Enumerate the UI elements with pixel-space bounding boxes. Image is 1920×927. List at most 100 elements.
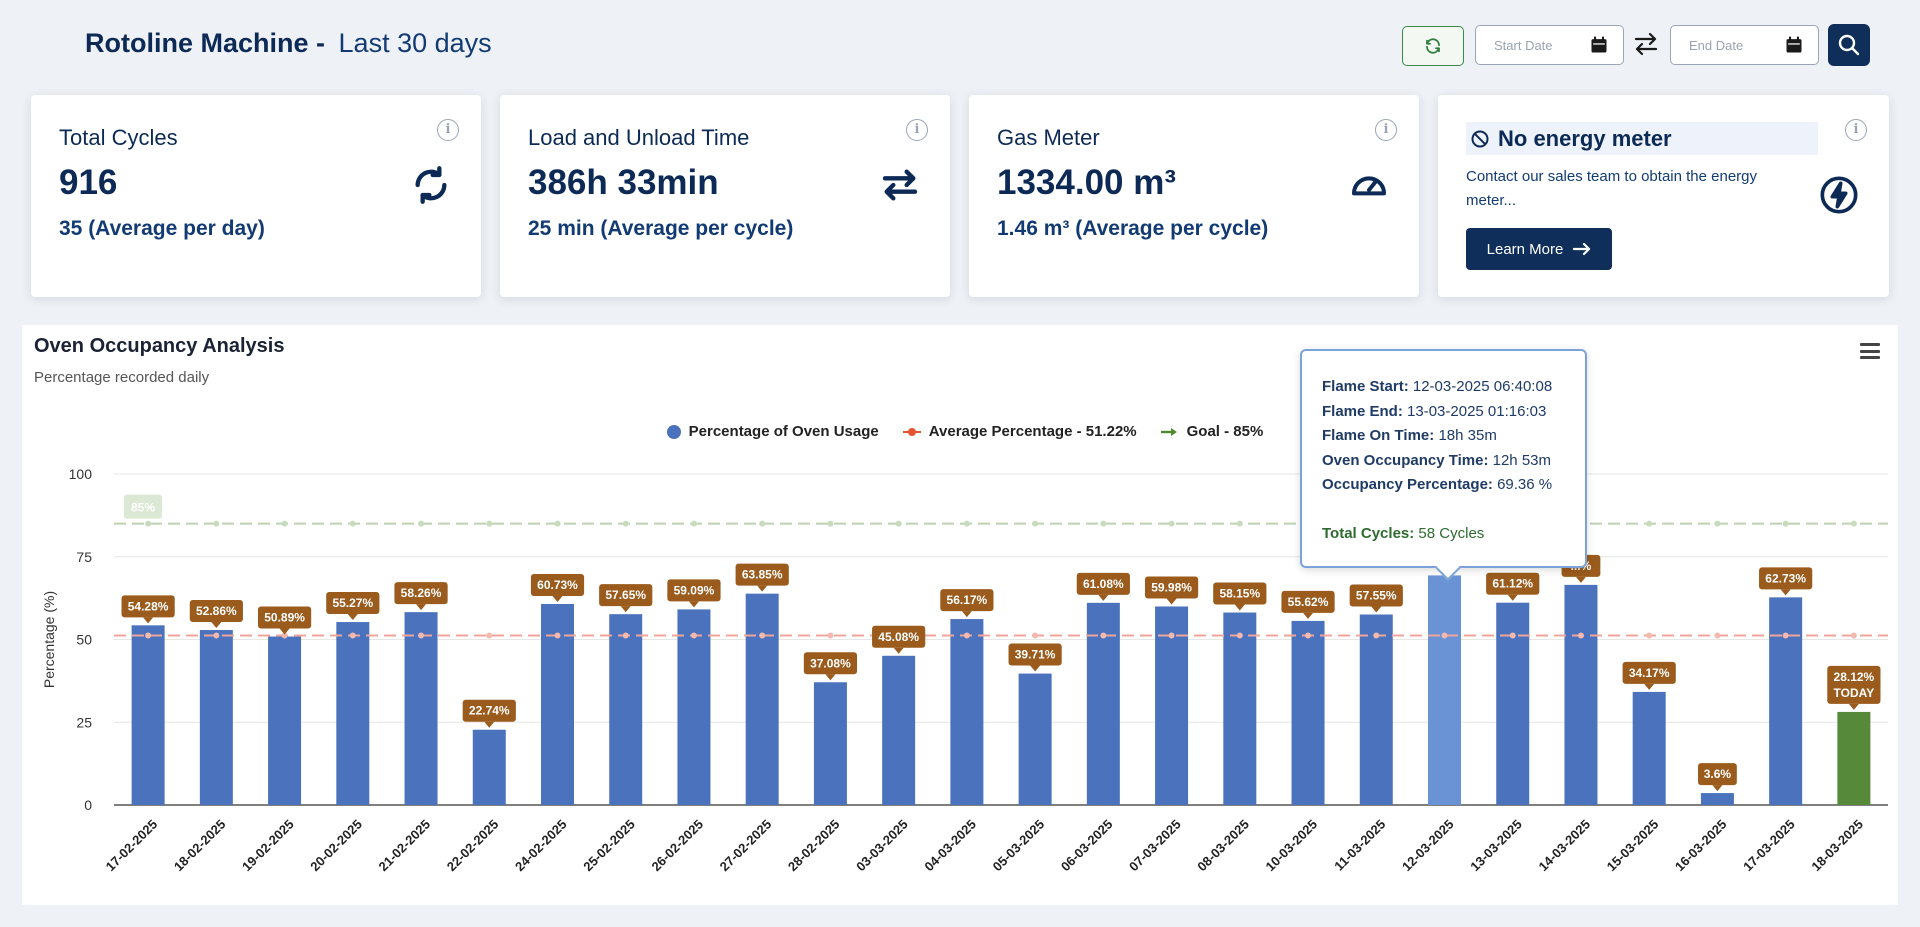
data-label: 59.98% [1151,580,1192,594]
y-tick-label: 100 [69,466,93,482]
data-label-pointer [1780,589,1791,596]
tooltip-flame-on: Flame On Time: 18h 35m [1322,427,1497,444]
data-label: 52.86% [196,604,237,618]
average-marker [827,632,834,639]
info-icon[interactable]: i [1845,119,1867,141]
data-label-box [121,595,175,618]
card-title: Total Cycles [59,125,178,150]
data-label-box [803,652,858,675]
goal-marker [690,520,697,527]
load-unload-card: Load and Unload Time 386h 33min 25 min (… [500,95,950,297]
y-tick-label: 75 [76,549,92,565]
data-label: 45.08% [878,630,919,644]
bar [882,655,916,805]
goal-marker [1714,520,1721,527]
bar [609,614,643,805]
learn-more-button[interactable]: Learn More [1466,228,1612,270]
bar [131,625,165,805]
info-icon[interactable]: i [437,119,459,141]
data-label: 60.73% [537,578,578,592]
x-tick-label: 26-02-2025 [648,817,706,875]
chart-title: Oven Occupancy Analysis [34,335,285,357]
data-label: 59.09% [674,583,715,597]
x-tick-label: 10-03-2025 [1263,817,1321,875]
average-marker [1782,632,1789,639]
calendar-icon[interactable] [1784,35,1804,55]
average-marker [1577,632,1584,639]
swap-dates-icon[interactable] [1632,30,1660,58]
refresh-button[interactable] [1402,26,1464,66]
data-label-pointer [961,611,972,618]
end-date-field[interactable] [1670,25,1819,65]
goal-marker [145,520,152,527]
average-marker [1305,632,1312,639]
average-marker [1100,632,1107,639]
average-marker [622,632,629,639]
data-label-pointer [1030,665,1041,672]
goal-marker [1168,520,1175,527]
legend-average[interactable]: Average Percentage - 51.22% [902,423,1137,440]
x-tick-label: 15-03-2025 [1604,817,1662,875]
bar [1564,584,1598,805]
x-tick-label: 21-02-2025 [376,817,434,875]
legend-goal-arrow-icon [1160,427,1177,436]
data-label-box [1213,582,1267,605]
data-label-pointer [416,604,427,611]
data-label-pointer [1507,594,1518,601]
data-label-pointer [484,721,495,728]
x-tick-label: 12-03-2025 [1399,817,1457,875]
card-value: 1334.00 m³ [997,163,1177,202]
search-button[interactable] [1828,24,1870,66]
card-value: 386h 33min [528,163,719,202]
refresh-icon [1426,38,1440,54]
bar [1018,673,1052,805]
data-label-pointer [1644,683,1655,690]
average-marker [486,632,493,639]
arrow-right-icon [1573,242,1591,256]
bar [1700,793,1734,805]
bar [1769,597,1803,805]
goal-marker [759,520,766,527]
end-date-input[interactable] [1689,37,1779,53]
tooltip-occupancy-pct: Occupancy Percentage: 69.36 % [1322,476,1553,493]
data-label-box [1486,572,1540,595]
data-label-pointer [1303,612,1314,619]
x-tick-label: 06-03-2025 [1058,817,1116,875]
x-tick-label: 05-03-2025 [990,817,1048,875]
data-label-pointer [1575,576,1586,583]
lightning-icon [1820,176,1858,214]
data-label-pointer [211,622,222,629]
card-title: Gas Meter [997,125,1100,150]
calendar-icon[interactable] [1589,35,1609,55]
data-label-pointer [1371,606,1382,613]
data-label-box [872,625,926,648]
today-label: TODAY [1834,686,1875,700]
data-label-pointer [757,585,768,592]
average-marker [1714,632,1721,639]
start-date-input[interactable] [1494,37,1584,53]
data-label-box [257,606,312,629]
average-marker [1646,632,1653,639]
legend-usage-label: Percentage of Oven Usage [688,423,879,440]
goal-marker [1236,520,1243,527]
bar [813,682,847,805]
data-label-box [735,563,789,586]
x-tick-label: 22-02-2025 [444,817,502,875]
data-label-pointer [1234,604,1245,611]
data-label-box [940,589,994,612]
average-marker [690,632,697,639]
swap-arrows-icon [882,169,918,201]
machine-name: Rotoline Machine - [85,28,326,58]
goal-marker [963,520,970,527]
energy-card-text: Contact our sales team to obtain the ene… [1466,168,1758,209]
data-label: 3.6% [1704,767,1732,781]
x-tick-label: 20-02-2025 [307,817,365,875]
menu-icon[interactable] [1860,343,1880,359]
info-icon[interactable]: i [1375,119,1397,141]
start-date-field[interactable] [1475,25,1624,65]
legend-goal[interactable]: Goal - 85% [1160,423,1263,440]
legend-usage[interactable]: Percentage of Oven Usage [666,423,879,440]
info-icon[interactable]: i [906,119,928,141]
goal-marker [622,520,629,527]
data-label-box [1698,763,1737,786]
